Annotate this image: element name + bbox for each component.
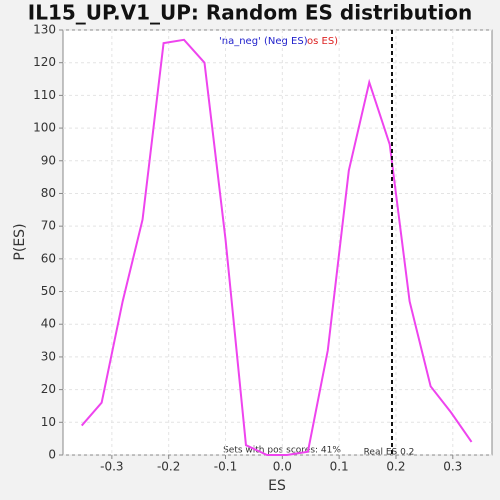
y-tick-label: 40 bbox=[41, 317, 56, 331]
x-tick-label: 0.1 bbox=[330, 460, 349, 474]
chart-title: IL15_UP.V1_UP: Random ES distribution bbox=[28, 1, 472, 25]
y-tick-label: 0 bbox=[48, 448, 56, 462]
y-tick-label: 90 bbox=[41, 153, 56, 167]
x-tick-label: 0.2 bbox=[386, 460, 405, 474]
plot-area bbox=[62, 29, 493, 456]
y-tick-label: 80 bbox=[41, 186, 56, 200]
legend-pos: os ES) bbox=[307, 36, 338, 47]
y-axis-label: P(ES) bbox=[12, 223, 28, 260]
x-tick-label: -0.2 bbox=[157, 460, 180, 474]
y-tick-label: 110 bbox=[33, 88, 56, 102]
x-tick-label: 0.0 bbox=[273, 460, 292, 474]
y-tick-label: 20 bbox=[41, 382, 56, 396]
data-line bbox=[80, 38, 473, 456]
x-tick-label: -0.3 bbox=[100, 460, 123, 474]
x-axis-label: ES bbox=[268, 478, 286, 494]
x-tick-label: 0.3 bbox=[443, 460, 462, 474]
legend-neg: 'na_neg' (Neg ES) bbox=[219, 36, 308, 47]
y-tick-label: 10 bbox=[41, 415, 56, 429]
real-es-label: Real ES 0.2 bbox=[364, 448, 415, 458]
y-tick-label: 50 bbox=[41, 284, 56, 298]
y-tick-label: 70 bbox=[41, 219, 56, 233]
y-tick-label: 100 bbox=[33, 121, 56, 135]
y-tick-label: 130 bbox=[33, 23, 56, 37]
y-tick-label: 60 bbox=[41, 251, 56, 265]
x-tick-label: -0.1 bbox=[214, 460, 237, 474]
y-tick-label: 30 bbox=[41, 349, 56, 363]
y-tick-label: 120 bbox=[33, 55, 56, 69]
